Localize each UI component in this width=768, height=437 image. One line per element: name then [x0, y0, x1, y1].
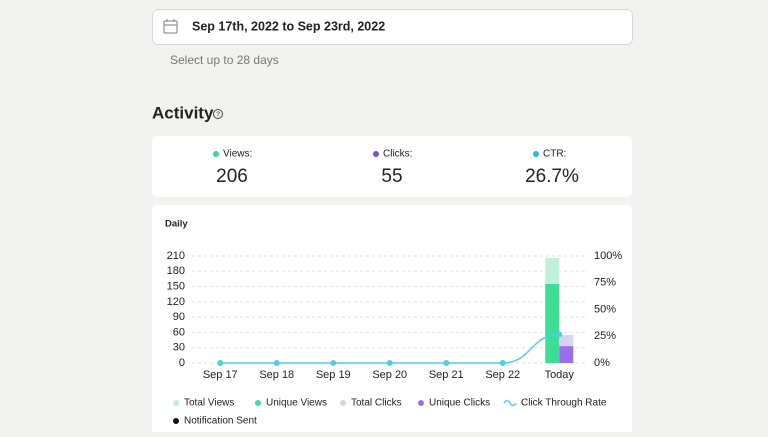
- chart-title: Daily: [165, 219, 188, 230]
- y-tick-label: 210: [167, 250, 185, 262]
- legend-marker: [503, 399, 517, 407]
- y-tick-label: 180: [167, 265, 185, 277]
- stat-label: Clicks:: [383, 149, 412, 160]
- hint: Select up to 28 days: [170, 53, 279, 67]
- stat-value: 206: [216, 166, 248, 187]
- line-point: [443, 360, 450, 366]
- section-title: Activity: [152, 103, 214, 122]
- date-picker[interactable]: [152, 9, 633, 45]
- stat-dot: [373, 151, 379, 157]
- legend-marker: [255, 400, 261, 406]
- line-point: [556, 331, 563, 338]
- stat-dot: [533, 151, 539, 157]
- legend-label: Unique Clicks: [429, 398, 490, 409]
- x-tick-label: Sep 17: [203, 369, 238, 381]
- legend-label: Unique Views: [266, 398, 327, 409]
- x-tick-label: Sep 18: [259, 369, 294, 381]
- stat-label: Views:: [223, 149, 252, 160]
- y2-tick-label: 0%: [594, 357, 610, 369]
- stat-dot: [213, 151, 219, 157]
- y2-tick-label: 50%: [594, 303, 616, 315]
- legend-label: Notification Sent: [184, 416, 257, 427]
- y2-tick-label: 75%: [594, 277, 616, 289]
- stat-value: 26.7%: [525, 166, 579, 187]
- y-tick-label: 120: [167, 296, 185, 308]
- y-tick-label: 90: [173, 311, 185, 323]
- y-tick-label: 150: [167, 280, 185, 292]
- bar: [545, 284, 560, 363]
- help-glyph: ?: [216, 111, 220, 118]
- bar: [559, 346, 574, 363]
- x-tick-label: Sep 21: [429, 369, 464, 381]
- line-point: [273, 360, 280, 366]
- stat-value: 55: [381, 166, 402, 187]
- help-icon[interactable]: ?: [213, 109, 223, 119]
- calendar-icon: [163, 19, 178, 34]
- line-point: [499, 360, 506, 366]
- chart-card: [152, 205, 632, 437]
- x-tick-label: Today: [545, 369, 575, 381]
- legend-label: Total Views: [184, 398, 234, 409]
- stats-card: [152, 136, 632, 197]
- y-tick-label: 60: [173, 326, 185, 338]
- x-tick-label: Sep 22: [485, 369, 520, 381]
- line-point: [386, 360, 393, 366]
- legend-marker: [418, 400, 424, 406]
- line-point: [217, 360, 224, 366]
- date-range: Sep 17th, 2022 to Sep 23rd, 2022: [192, 19, 385, 33]
- legend-label: Total Clicks: [351, 398, 402, 409]
- y2-tick-label: 100%: [594, 250, 622, 262]
- legend-marker: [340, 400, 346, 406]
- stat-label: CTR:: [543, 149, 566, 160]
- line-point: [330, 360, 337, 366]
- y-tick-label: 30: [173, 342, 185, 354]
- legend-marker: [173, 418, 179, 424]
- y-tick-label: 0: [179, 357, 185, 369]
- legend-label: Click Through Rate: [521, 398, 607, 409]
- legend-marker: [173, 400, 179, 406]
- x-tick-label: Sep 20: [372, 369, 407, 381]
- y2-tick-label: 25%: [594, 330, 616, 342]
- x-tick-label: Sep 19: [316, 369, 351, 381]
